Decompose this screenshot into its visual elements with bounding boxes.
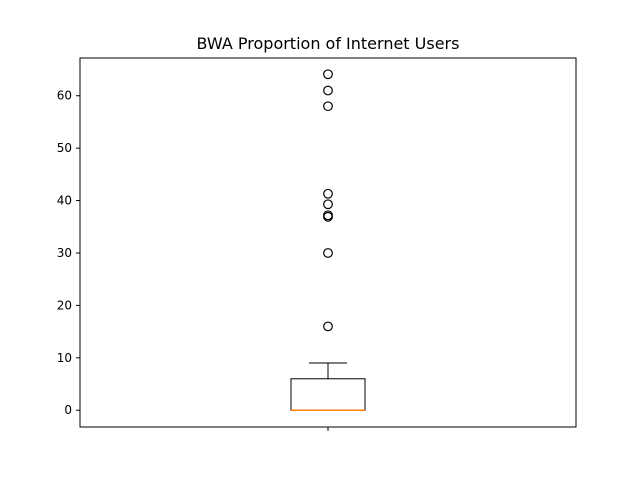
y-tick-label: 20 <box>57 298 72 312</box>
outlier-point <box>323 69 333 80</box>
y-tick-label: 30 <box>57 246 72 260</box>
y-axis: 0 10 20 30 40 50 60 <box>57 89 329 431</box>
y-tick-label: 0 <box>64 403 72 417</box>
outlier-point <box>323 85 333 96</box>
y-tick-label: 10 <box>57 351 72 365</box>
y-tick-label: 40 <box>57 194 72 208</box>
y-tick-label: 60 <box>57 89 72 103</box>
chart-title: BWA Proportion of Internet Users <box>197 34 460 53</box>
outlier-point <box>323 321 333 332</box>
outlier-point <box>323 188 333 199</box>
plot-area <box>290 69 366 411</box>
y-tick-label: 50 <box>57 141 72 155</box>
box-body <box>290 378 366 411</box>
plot-frame <box>79 57 577 428</box>
outlier-point <box>323 211 333 222</box>
outlier-point <box>323 199 333 210</box>
outlier-point <box>323 101 333 112</box>
outlier-point <box>323 248 333 258</box>
